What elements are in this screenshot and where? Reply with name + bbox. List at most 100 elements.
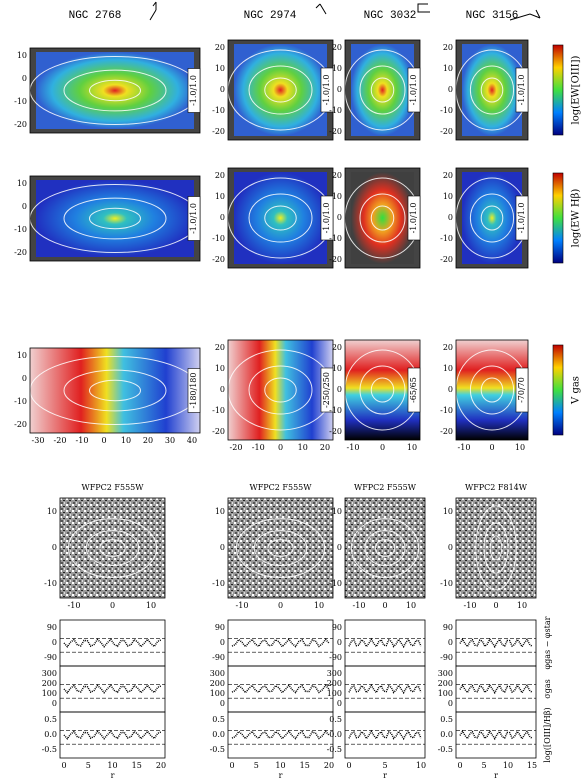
contour [370,205,395,231]
y-tick-label: 0 [52,543,57,552]
contour [480,377,504,403]
map [351,172,414,264]
y-tick-label: -10 [14,397,27,406]
x-tick-label: 0 [61,761,66,770]
y-tick-label: 300 [438,669,453,678]
map [462,44,522,136]
profile-trace [348,683,422,695]
profile-frame [344,619,426,667]
galaxy-name: NGC 3156 [466,10,519,22]
x-tick-label: 0 [278,443,283,452]
y-tick-label: 20 [215,171,225,180]
y-tick-label: 0 [337,85,342,94]
contour [359,65,406,115]
y-tick-label: -10 [440,406,453,415]
profile-frame [344,711,426,759]
contour [475,505,517,591]
x-tick-label: 10 [517,601,527,610]
x-tick-label: 20 [320,443,330,452]
x-tick-label: 20 [324,761,334,770]
contour [253,530,308,566]
y-tick-label: 100 [327,689,342,698]
y-tick-label: 20 [443,171,453,180]
y-tick-label: 0 [220,699,225,708]
range-box [320,67,334,113]
profile-trace [63,638,162,648]
contour [359,365,406,415]
map [462,172,522,264]
profile-trace [348,637,422,649]
y-tick-label: -90 [44,653,57,662]
range-box [320,195,334,241]
y-tick-label: 10 [215,364,225,373]
x-tick-label: 0 [229,761,234,770]
x-tick-label: 15 [527,761,537,770]
x-tick-label: 0 [489,443,494,452]
profile-trace [63,730,162,740]
y-tick-label: -20 [212,127,225,136]
x-tick-label: 0 [457,761,462,770]
y-tick-label: -10 [440,106,453,115]
y-tick-label: 0.0 [44,730,57,739]
y-tick-label: 10 [443,507,453,516]
range-label: -1.0/1.0 [409,75,418,106]
x-tick-label: 20 [143,436,153,445]
contour [63,197,167,240]
filter-label: WFPC2 F814W [465,483,528,492]
profile-trace [231,638,330,648]
y-tick-label: 0 [448,213,453,222]
range-box [515,195,529,241]
y-tick-label: -20 [14,420,27,429]
image-frame [344,497,426,599]
y-tick-label: -0.5 [327,745,342,754]
y-tick-label: -20 [440,255,453,264]
y-tick-label: 200 [210,679,225,688]
y-tick-label: -0.5 [210,745,225,754]
profile-label: log([OIII]/Hβ) [543,707,552,762]
contour [248,65,313,115]
y-tick-label: 0.5 [440,715,453,724]
y-tick-label: 20 [332,43,342,52]
y-tick-label: -10 [44,579,57,588]
x-tick-label: -10 [353,601,366,610]
y-tick-label: -90 [440,653,453,662]
y-tick-label: 0 [337,385,342,394]
x-tick-label: -10 [68,601,81,610]
x-tick-label: 5 [254,761,259,770]
colorbar [552,44,564,136]
contour [67,518,158,578]
y-tick-label: 10 [332,64,342,73]
x-axis-label: r [383,771,387,780]
y-tick-label: 90 [47,623,57,632]
range-box [515,67,529,113]
y-tick-label: -20 [440,127,453,136]
x-tick-label: 0 [110,601,115,610]
y-tick-label: 10 [332,364,342,373]
range-box [515,367,529,413]
x-tick-label: -10 [464,601,477,610]
contour [89,79,141,102]
y-tick-label: 90 [443,623,453,632]
range-box [187,196,201,241]
y-tick-label: -0.5 [42,745,57,754]
y-tick-label: 90 [215,623,225,632]
y-tick-label: 20 [443,43,453,52]
x-tick-label: -20 [230,443,243,452]
x-tick-label: 30 [165,436,175,445]
range-label: -1.0/1.0 [517,203,526,234]
orientation-arrows [149,1,541,21]
y-tick-label: -90 [329,653,342,662]
x-tick-label: 0 [346,761,351,770]
contour [359,193,406,243]
y-tick-label: -10 [14,225,27,234]
range-label: -1.0/1.0 [189,203,198,234]
contour [89,379,141,402]
contour [483,522,509,574]
y-tick-label: -20 [329,127,342,136]
x-tick-label: -30 [32,436,45,445]
y-tick-label: 10 [443,192,453,201]
y-tick-label: -10 [212,106,225,115]
y-tick-label: 0 [220,638,225,647]
y-tick-label: 10 [17,51,27,60]
x-axis-label: r [279,771,283,780]
